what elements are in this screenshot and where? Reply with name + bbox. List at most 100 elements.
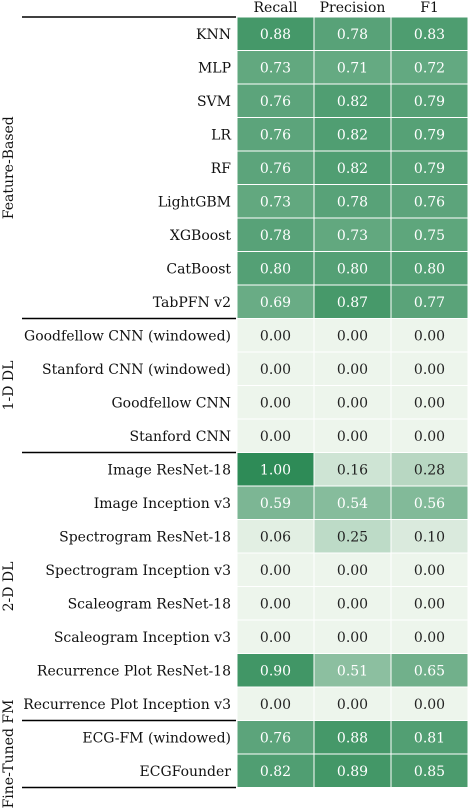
heatmap-cell [390,385,469,420]
cell-value: 0.00 [260,596,291,612]
heatmap-cell [236,653,315,688]
cell-value: 0.89 [337,764,368,780]
cell-value: 0.00 [260,563,291,579]
cell-value: 0.90 [260,663,291,679]
heatmap-cell [390,284,469,319]
row-label: ECGFounder [140,764,232,780]
group-label: 2-D DL [1,562,17,612]
row-label: ECG-FM (windowed) [82,730,231,746]
heatmap-cell [390,485,469,520]
heatmap-cell [236,217,315,252]
heatmap-cell [313,753,392,788]
cell-value: 0.00 [337,328,368,344]
row-label: Recurrence Plot Inception v3 [23,697,231,713]
heatmap-cell [390,117,469,152]
cell-value: 0.16 [337,462,368,478]
heatmap-cell [236,586,315,621]
cell-value: 0.25 [337,529,368,545]
cell-value: 0.00 [414,362,445,378]
heatmap-cell [390,653,469,688]
heatmap-cell [236,150,315,185]
cell-value: 0.81 [414,730,445,746]
group-label: 1-D DL [1,361,17,411]
row-label: Image Inception v3 [94,496,231,512]
cell-value: 0.75 [414,228,445,244]
cell-value: 0.77 [414,295,445,311]
cell-value: 0.10 [414,529,445,545]
cell-value: 0.82 [260,764,291,780]
heatmap-cell [236,519,315,554]
row-label: Stanford CNN (windowed) [42,362,231,378]
cell-value: 0.06 [260,529,291,545]
cell-value: 0.00 [414,429,445,445]
row-label: Spectrogram Inception v3 [45,563,231,579]
heatmap-cell [390,519,469,554]
row-label: Goodfellow CNN (windowed) [24,328,231,344]
row-label: RF [211,161,232,177]
row-label: Spectrogram ResNet-18 [59,529,231,545]
row-label: Scaleogram ResNet-18 [68,596,231,612]
heatmap-cell [313,284,392,319]
cell-value: 0.76 [260,127,291,143]
cell-value: 0.76 [260,94,291,110]
heatmap-cell [390,83,469,118]
heatmap-cell [390,452,469,487]
heatmap-cell [390,686,469,721]
heatmap-cell [313,653,392,688]
group-label: Fine-Tuned FM [1,700,17,809]
row-label: LR [211,127,231,143]
cell-value: 0.72 [414,60,445,76]
heatmap-cell [390,552,469,587]
heatmap-cell [390,753,469,788]
cell-value: 0.00 [260,697,291,713]
cell-value: 0.00 [414,630,445,646]
heatmap-cell [390,586,469,621]
cell-value: 0.82 [337,161,368,177]
cell-value: 0.88 [337,730,368,746]
cell-value: 0.00 [337,563,368,579]
cell-value: 0.73 [260,60,291,76]
heatmap-cell [390,50,469,85]
row-label: TabPFN v2 [153,295,231,311]
heatmap-cell [313,720,392,755]
cell-value: 0.79 [414,94,445,110]
cell-value: 0.00 [337,697,368,713]
heatmap-cell [313,150,392,185]
cell-value: 0.00 [260,362,291,378]
group-label: Feature-Based [1,116,17,219]
cell-value: 0.73 [337,228,368,244]
cell-value: 0.76 [414,194,445,210]
heatmap-cell [313,686,392,721]
heatmap-cell [313,16,392,51]
cell-value: 0.56 [414,496,445,512]
cell-value: 0.59 [260,496,291,512]
cell-value: 0.71 [337,60,368,76]
heatmap-cell [390,351,469,386]
heatmap-cell [236,117,315,152]
cell-value: 0.54 [337,496,368,512]
cell-value: 0.00 [260,630,291,646]
row-label: Recurrence Plot ResNet-18 [37,663,231,679]
cell-value: 0.00 [337,395,368,411]
cell-value: 0.65 [414,663,445,679]
cell-value: 0.80 [260,261,291,277]
cell-value: 1.00 [260,462,291,478]
cell-value: 0.80 [414,261,445,277]
cell-value: 0.78 [337,194,368,210]
cell-value: 0.00 [337,362,368,378]
row-label: Image ResNet-18 [107,462,231,478]
cell-value: 0.78 [260,228,291,244]
row-label: LightGBM [158,194,231,210]
heatmap-cell [313,385,392,420]
heatmap-cell [236,753,315,788]
heatmap-cell [390,251,469,286]
heatmap-cell [313,519,392,554]
cell-value: 0.85 [414,764,445,780]
cell-value: 0.00 [414,395,445,411]
cell-value: 0.79 [414,127,445,143]
row-label: Stanford CNN [129,429,231,445]
cell-value: 0.87 [337,295,368,311]
row-label: XGBoost [170,228,231,244]
cell-value: 0.00 [337,596,368,612]
row-label: CatBoost [166,261,231,277]
